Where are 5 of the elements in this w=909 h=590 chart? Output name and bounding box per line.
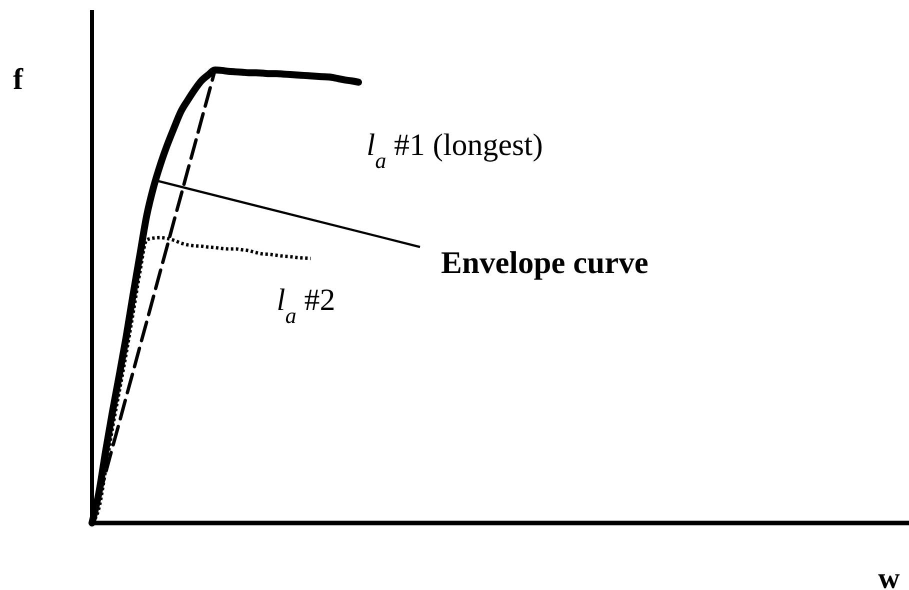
- y-axis-title: f: [13, 63, 24, 96]
- series-label: l$_{a}$ #1 (longest): [366, 127, 543, 173]
- series-label: l$_{a}$ #2: [276, 282, 336, 328]
- annotation: Envelope curve: [441, 245, 648, 280]
- x-axis-title: w: [878, 562, 900, 590]
